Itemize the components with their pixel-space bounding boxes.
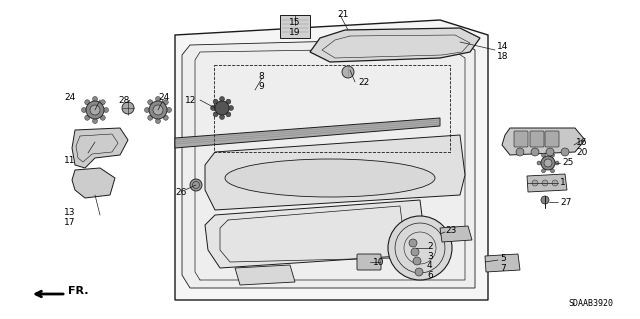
Circle shape (213, 112, 218, 117)
Text: 5
7: 5 7 (500, 254, 506, 273)
Polygon shape (72, 168, 115, 198)
Circle shape (90, 105, 100, 115)
Circle shape (81, 108, 86, 113)
Circle shape (415, 268, 423, 276)
Circle shape (84, 100, 90, 105)
Text: 21: 21 (337, 10, 348, 19)
Text: 1: 1 (560, 178, 566, 187)
Circle shape (561, 148, 569, 156)
Text: 25: 25 (562, 158, 573, 167)
Text: 28: 28 (118, 96, 129, 105)
Polygon shape (175, 20, 488, 300)
Polygon shape (72, 128, 128, 168)
Circle shape (555, 161, 559, 165)
Circle shape (213, 99, 218, 104)
Circle shape (104, 108, 109, 113)
Text: 8
9: 8 9 (258, 72, 264, 91)
Circle shape (190, 179, 202, 191)
Circle shape (84, 115, 90, 120)
Circle shape (93, 118, 97, 123)
Circle shape (145, 108, 150, 113)
Text: 13
17: 13 17 (64, 208, 76, 227)
FancyBboxPatch shape (545, 131, 559, 147)
Polygon shape (485, 254, 520, 272)
Text: 24: 24 (158, 93, 169, 102)
Circle shape (211, 106, 216, 110)
Text: FR.: FR. (68, 286, 88, 296)
Circle shape (531, 148, 539, 156)
Circle shape (166, 108, 172, 113)
Text: 2
3
4
6: 2 3 4 6 (427, 242, 433, 280)
Circle shape (542, 180, 548, 186)
Circle shape (544, 159, 552, 167)
Circle shape (388, 216, 452, 280)
Text: 16
20: 16 20 (576, 138, 588, 157)
FancyBboxPatch shape (357, 254, 381, 270)
Circle shape (546, 148, 554, 156)
Circle shape (153, 105, 163, 115)
Circle shape (532, 180, 538, 186)
Text: 22: 22 (358, 78, 369, 87)
Circle shape (552, 180, 558, 186)
Ellipse shape (225, 159, 435, 197)
Circle shape (100, 100, 105, 105)
Circle shape (226, 99, 231, 104)
Circle shape (220, 115, 225, 120)
FancyBboxPatch shape (514, 131, 528, 147)
Polygon shape (205, 135, 465, 210)
Circle shape (409, 239, 417, 247)
Text: 12: 12 (184, 96, 196, 105)
Circle shape (541, 153, 545, 157)
Circle shape (220, 97, 225, 101)
Text: 27: 27 (560, 198, 572, 207)
Circle shape (541, 196, 549, 204)
Circle shape (541, 169, 545, 173)
Circle shape (156, 118, 161, 123)
Circle shape (550, 153, 554, 157)
Circle shape (93, 97, 97, 101)
Text: 23: 23 (445, 226, 456, 235)
Text: 14
18: 14 18 (497, 42, 509, 61)
Circle shape (537, 161, 541, 165)
Circle shape (550, 169, 554, 173)
Text: 15
19: 15 19 (289, 18, 301, 37)
Text: SDAAB3920: SDAAB3920 (568, 299, 613, 308)
Circle shape (122, 102, 134, 114)
Text: 24: 24 (64, 93, 76, 102)
Text: 10: 10 (373, 258, 385, 267)
Circle shape (86, 101, 104, 119)
Circle shape (149, 101, 167, 119)
Circle shape (156, 97, 161, 101)
Circle shape (215, 101, 229, 115)
Polygon shape (280, 15, 310, 38)
Circle shape (100, 115, 105, 120)
Text: 26: 26 (175, 188, 186, 197)
Polygon shape (205, 200, 425, 268)
Polygon shape (502, 128, 585, 155)
Circle shape (148, 100, 153, 105)
Circle shape (541, 156, 555, 170)
FancyBboxPatch shape (530, 131, 544, 147)
Circle shape (163, 100, 168, 105)
Circle shape (413, 257, 421, 265)
Polygon shape (527, 174, 567, 192)
Polygon shape (310, 28, 480, 62)
Circle shape (411, 248, 419, 256)
Text: 11: 11 (64, 156, 76, 165)
Circle shape (163, 115, 168, 120)
Circle shape (516, 148, 524, 156)
Polygon shape (235, 265, 295, 285)
Circle shape (148, 115, 153, 120)
Polygon shape (440, 226, 472, 242)
Circle shape (228, 106, 234, 110)
Polygon shape (175, 118, 440, 148)
Circle shape (342, 66, 354, 78)
Polygon shape (182, 38, 475, 288)
Circle shape (226, 112, 231, 117)
